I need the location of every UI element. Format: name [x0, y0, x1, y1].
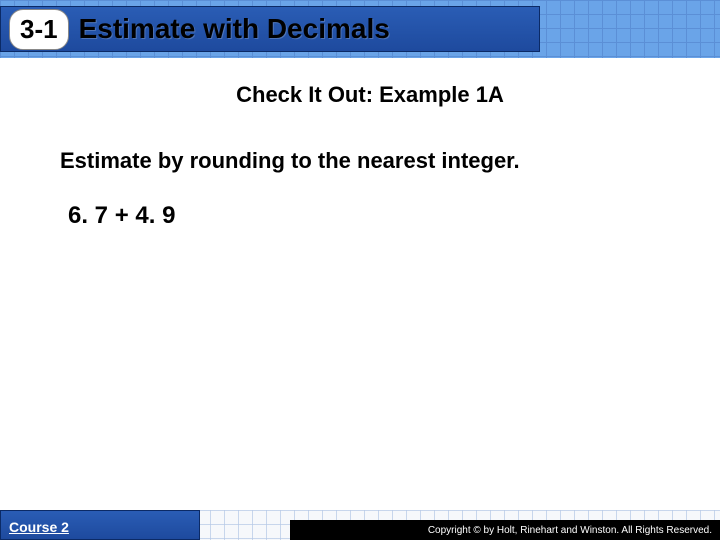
course-label: Course 2	[9, 519, 69, 535]
instruction-text: Estimate by rounding to the nearest inte…	[60, 148, 680, 174]
lesson-title: Estimate with Decimals	[79, 13, 390, 45]
footer-course-bar: Course 2	[0, 510, 200, 540]
copyright-text: Copyright © by Holt, Rinehart and Winsto…	[428, 525, 712, 536]
slide-content: Check It Out: Example 1A Estimate by rou…	[0, 58, 720, 510]
example-subtitle: Check It Out: Example 1A	[60, 82, 680, 108]
lesson-number-badge: 3-1	[9, 9, 69, 50]
slide-footer: Course 2 Copyright © by Holt, Rinehart a…	[0, 510, 720, 540]
slide-header: 3-1 Estimate with Decimals	[0, 0, 720, 58]
footer-copyright-bar: Copyright © by Holt, Rinehart and Winsto…	[290, 520, 720, 540]
problem-expression: 6. 7 + 4. 9	[68, 202, 680, 230]
header-title-bar: 3-1 Estimate with Decimals	[0, 6, 540, 52]
